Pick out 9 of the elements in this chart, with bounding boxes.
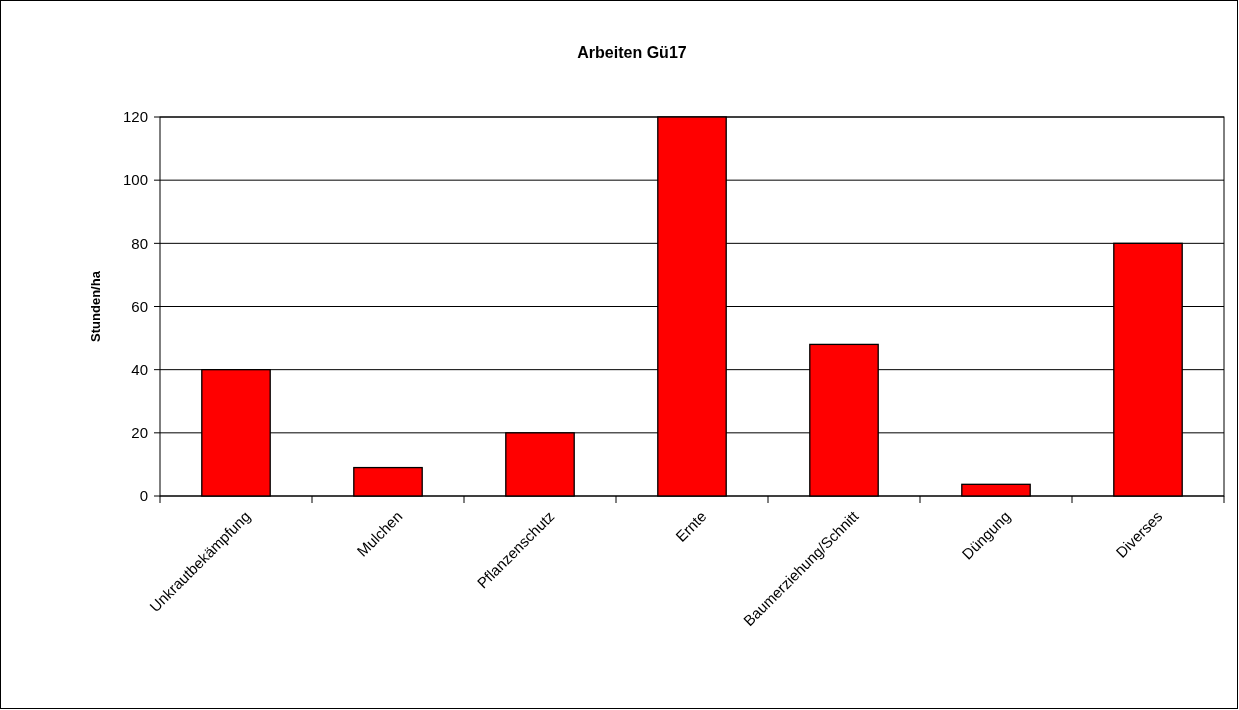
chart-title: Arbeiten Gü17: [577, 44, 687, 61]
y-tick-label: 120: [122, 108, 148, 126]
y-tick-label: 60: [131, 297, 148, 315]
y-tick-label: 80: [131, 234, 148, 252]
y-tick-label: 20: [131, 424, 148, 442]
y-tick-label: 100: [122, 171, 148, 189]
y-tick-label: 0: [139, 487, 148, 505]
y-tick-label: 40: [131, 360, 148, 378]
y-axis-title: Stunden/ha: [88, 270, 103, 342]
